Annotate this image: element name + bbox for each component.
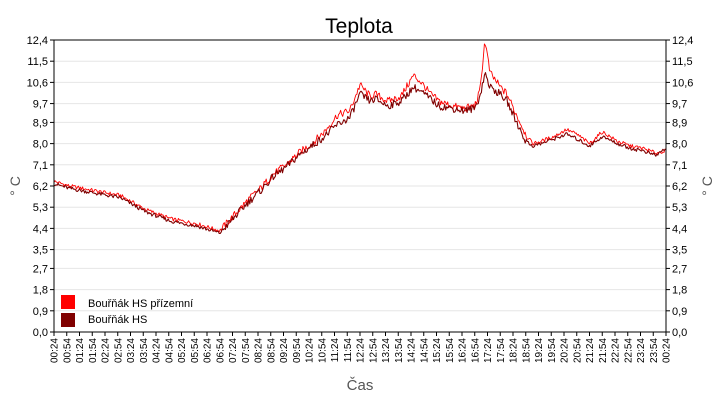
x-tick-label: 05:54 [190,338,201,363]
y-axis-label-right: ° C [699,176,715,196]
x-tick-label: 21:24 [585,338,596,363]
legend: Bouřňák HS přízemní Bouřňák HS [61,295,193,327]
series-line-1 [53,43,667,233]
x-axis-ticks: 00:24 00:54 01:24 01:54 02:24 02:54 03:24 03:54… [50,332,673,363]
y-tick-label-right: 3,5 [672,245,687,257]
y-tick-label-left: 0,9 [33,306,48,318]
chart-title: Teplota [325,15,393,38]
legend-swatch-series-2 [61,313,75,327]
legend-label-series-2: Bouřňák HS [88,314,147,326]
legend-label-series-1: Bouřňák HS přízemní [88,298,193,310]
y-tick-label-right: 0,9 [672,306,687,318]
x-tick-label: 18:24 [509,338,520,363]
y-tick-label-right: 8,0 [672,139,687,151]
x-tick-label: 05:24 [177,338,188,363]
series-layer [53,43,667,235]
y-tick-label-right: 10,6 [672,77,693,89]
x-tick-label: 11:24 [330,338,341,363]
x-tick-label: 02:54 [113,338,124,363]
x-tick-label: 18:54 [521,338,532,363]
y-tick-label-right: 11,5 [672,56,693,68]
x-tick-label: 13:24 [381,338,392,363]
y-tick-label-right: 5,3 [672,202,687,214]
x-tick-label: 15:54 [445,338,456,363]
x-tick-label: 20:24 [560,338,571,363]
x-tick-label: 17:24 [483,338,494,363]
x-tick-label: 22:24 [611,338,622,363]
y-tick-label-left: 8,9 [33,117,48,129]
y-tick-label-left: 11,5 [27,56,48,68]
y-tick-label-left: 4,4 [33,223,48,235]
x-tick-label: 13:54 [394,338,405,363]
x-tick-label: 12:54 [368,338,379,363]
y-tick-label-right: 8,9 [672,117,687,129]
x-tick-label: 12:24 [356,338,367,363]
y-tick-label-left: 10,6 [27,77,48,89]
x-tick-label: 11:54 [343,338,354,363]
y-tick-label-left: 1,8 [33,285,48,297]
legend-swatch-series-1 [61,295,75,309]
x-tick-label: 08:54 [266,338,277,363]
x-tick-label: 04:24 [152,338,163,363]
series-line-2 [53,72,666,235]
x-tick-label: 23:24 [636,338,647,363]
x-tick-label: 16:54 [470,338,481,363]
y-tick-label-left: 9,7 [33,99,48,111]
x-tick-label: 19:24 [534,338,545,363]
x-tick-label: 15:24 [432,338,443,363]
x-tick-label: 00:24 [662,338,673,363]
y-tick-label-right: 9,7 [672,99,687,111]
x-tick-label: 20:54 [572,338,583,363]
x-tick-label: 14:24 [407,338,418,363]
x-tick-label: 10:54 [317,338,328,363]
y-axis-label-left: ° C [7,176,23,196]
x-tick-label: 00:24 [50,338,61,363]
y-axis-right-ticks: 0,0 0,9 1,8 2,7 3,5 4,4 5,3 6,2 7,1 8,0 8,9 9,7 10,6… [666,35,693,339]
y-tick-label-left: 3,5 [33,245,48,257]
x-axis-label: Čas [347,377,374,394]
x-tick-label: 19:54 [547,338,558,363]
y-tick-label-left: 12,4 [27,35,48,47]
x-tick-label: 04:54 [164,338,175,363]
y-tick-label-left: 0,0 [33,327,48,339]
y-tick-label-left: 8,0 [33,139,48,151]
x-tick-label: 23:54 [649,338,660,363]
x-tick-label: 07:54 [241,338,252,363]
y-tick-label-left: 2,7 [33,263,48,275]
x-tick-label: 06:54 [215,338,226,363]
y-axis-left-ticks: 0,0 0,9 1,8 2,7 3,5 4,4 5,3 6,2 7,1 8,0 8,9 9,7 10,6… [27,35,54,339]
x-tick-label: 09:24 [279,338,290,363]
y-tick-label-right: 0,0 [672,327,687,339]
x-tick-label: 08:24 [254,338,265,363]
y-tick-label-right: 6,2 [672,181,687,193]
y-tick-label-right: 2,7 [672,263,687,275]
x-tick-label: 14:54 [419,338,430,363]
x-tick-label: 02:24 [101,338,112,363]
y-tick-label-left: 5,3 [33,202,48,214]
y-tick-label-right: 7,1 [672,160,687,172]
x-tick-label: 03:24 [126,338,137,363]
x-tick-label: 22:54 [623,338,634,363]
plot-area-frame [53,39,667,333]
x-tick-label: 00:54 [62,338,73,363]
y-tick-label-right: 12,4 [672,35,693,47]
x-tick-label: 01:24 [75,338,86,363]
x-tick-label: 16:24 [458,338,469,363]
y-tick-label-right: 1,8 [672,285,687,297]
x-tick-label: 09:54 [292,338,303,363]
x-tick-label: 10:24 [305,338,316,363]
x-tick-label: 01:54 [88,338,99,363]
y-tick-label-left: 7,1 [33,160,48,172]
grid-lines [54,60,666,312]
x-tick-label: 17:54 [496,338,507,363]
y-tick-label-left: 6,2 [33,181,48,193]
x-tick-label: 07:24 [228,338,239,363]
x-tick-label: 03:54 [139,338,150,363]
y-tick-label-right: 4,4 [672,223,687,235]
x-tick-label: 21:54 [598,338,609,363]
x-tick-label: 06:24 [203,338,214,363]
